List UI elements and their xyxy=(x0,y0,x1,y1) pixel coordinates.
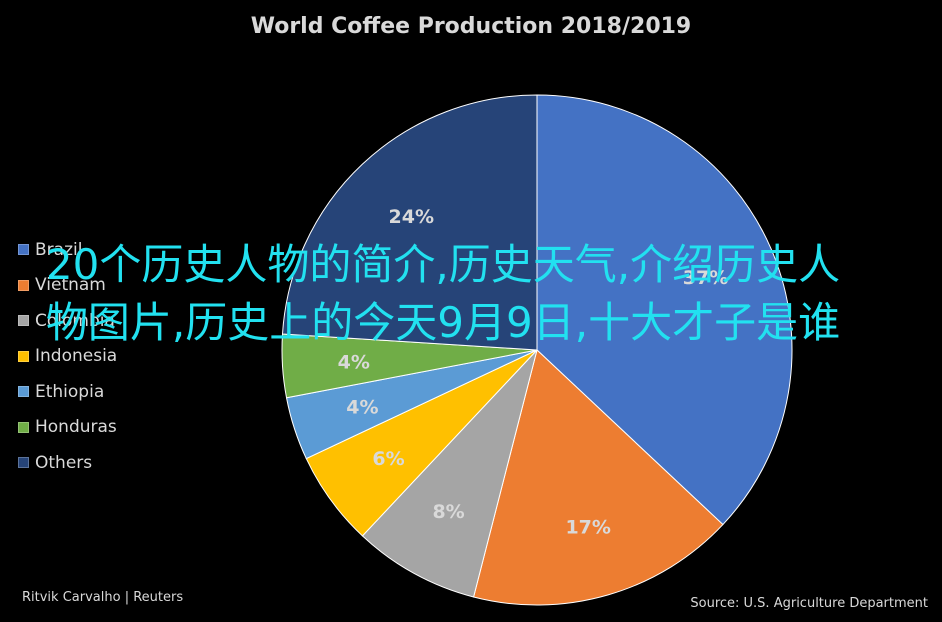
slice-label-brazil: 37% xyxy=(683,267,728,289)
legend-swatch xyxy=(18,421,29,433)
legend-label: Colombia xyxy=(35,310,115,331)
legend-swatch xyxy=(18,244,29,256)
legend-label: Vietnam xyxy=(35,275,106,296)
slice-label-others: 24% xyxy=(389,206,434,228)
legend-item-brazil: Brazil xyxy=(18,232,117,268)
legend-swatch xyxy=(18,350,29,362)
legend-item-others: Others xyxy=(18,445,117,481)
overlay-text: 20个历史人物的简介,历史天气,介绍历史人物图片,历史上的今天9月9日,十大才子… xyxy=(45,240,841,347)
legend-label: Indonesia xyxy=(35,346,118,367)
legend-label: Brazil xyxy=(35,239,83,260)
legend-item-ethiopia: Ethiopia xyxy=(18,374,117,410)
legend-swatch xyxy=(18,279,29,291)
chart-title: World Coffee Production 2018/2019 xyxy=(250,14,692,39)
source-text: Source: U.S. Agriculture Department xyxy=(690,596,928,611)
pie-slice-brazil xyxy=(536,94,793,526)
legend-item-indonesia: Indonesia xyxy=(18,339,117,375)
legend-label: Ethiopia xyxy=(35,381,105,402)
pie-slice-others xyxy=(281,94,538,351)
legend-item-colombia: Colombia xyxy=(18,303,117,339)
slice-label-colombia: 8% xyxy=(432,501,464,523)
slice-label-ethiopia: 4% xyxy=(346,397,378,419)
legend: Brazil Vietnam Colombia Indonesia Ethiopia Ho… xyxy=(18,232,117,481)
pie-slice-colombia xyxy=(361,349,538,598)
slice-label-vietnam: 17% xyxy=(565,516,610,538)
legend-swatch xyxy=(18,315,29,327)
slice-label-honduras: 4% xyxy=(338,352,370,374)
legend-swatch xyxy=(18,386,29,398)
slice-label-indonesia: 6% xyxy=(372,448,404,470)
credit-text: Ritvik Carvalho | Reuters xyxy=(22,590,184,605)
legend-label: Honduras xyxy=(35,417,117,438)
legend-swatch xyxy=(18,457,29,469)
legend-item-vietnam: Vietnam xyxy=(18,268,117,304)
pie-slice-vietnam xyxy=(472,349,724,606)
legend-item-honduras: Honduras xyxy=(18,410,117,446)
legend-label: Others xyxy=(35,452,93,473)
